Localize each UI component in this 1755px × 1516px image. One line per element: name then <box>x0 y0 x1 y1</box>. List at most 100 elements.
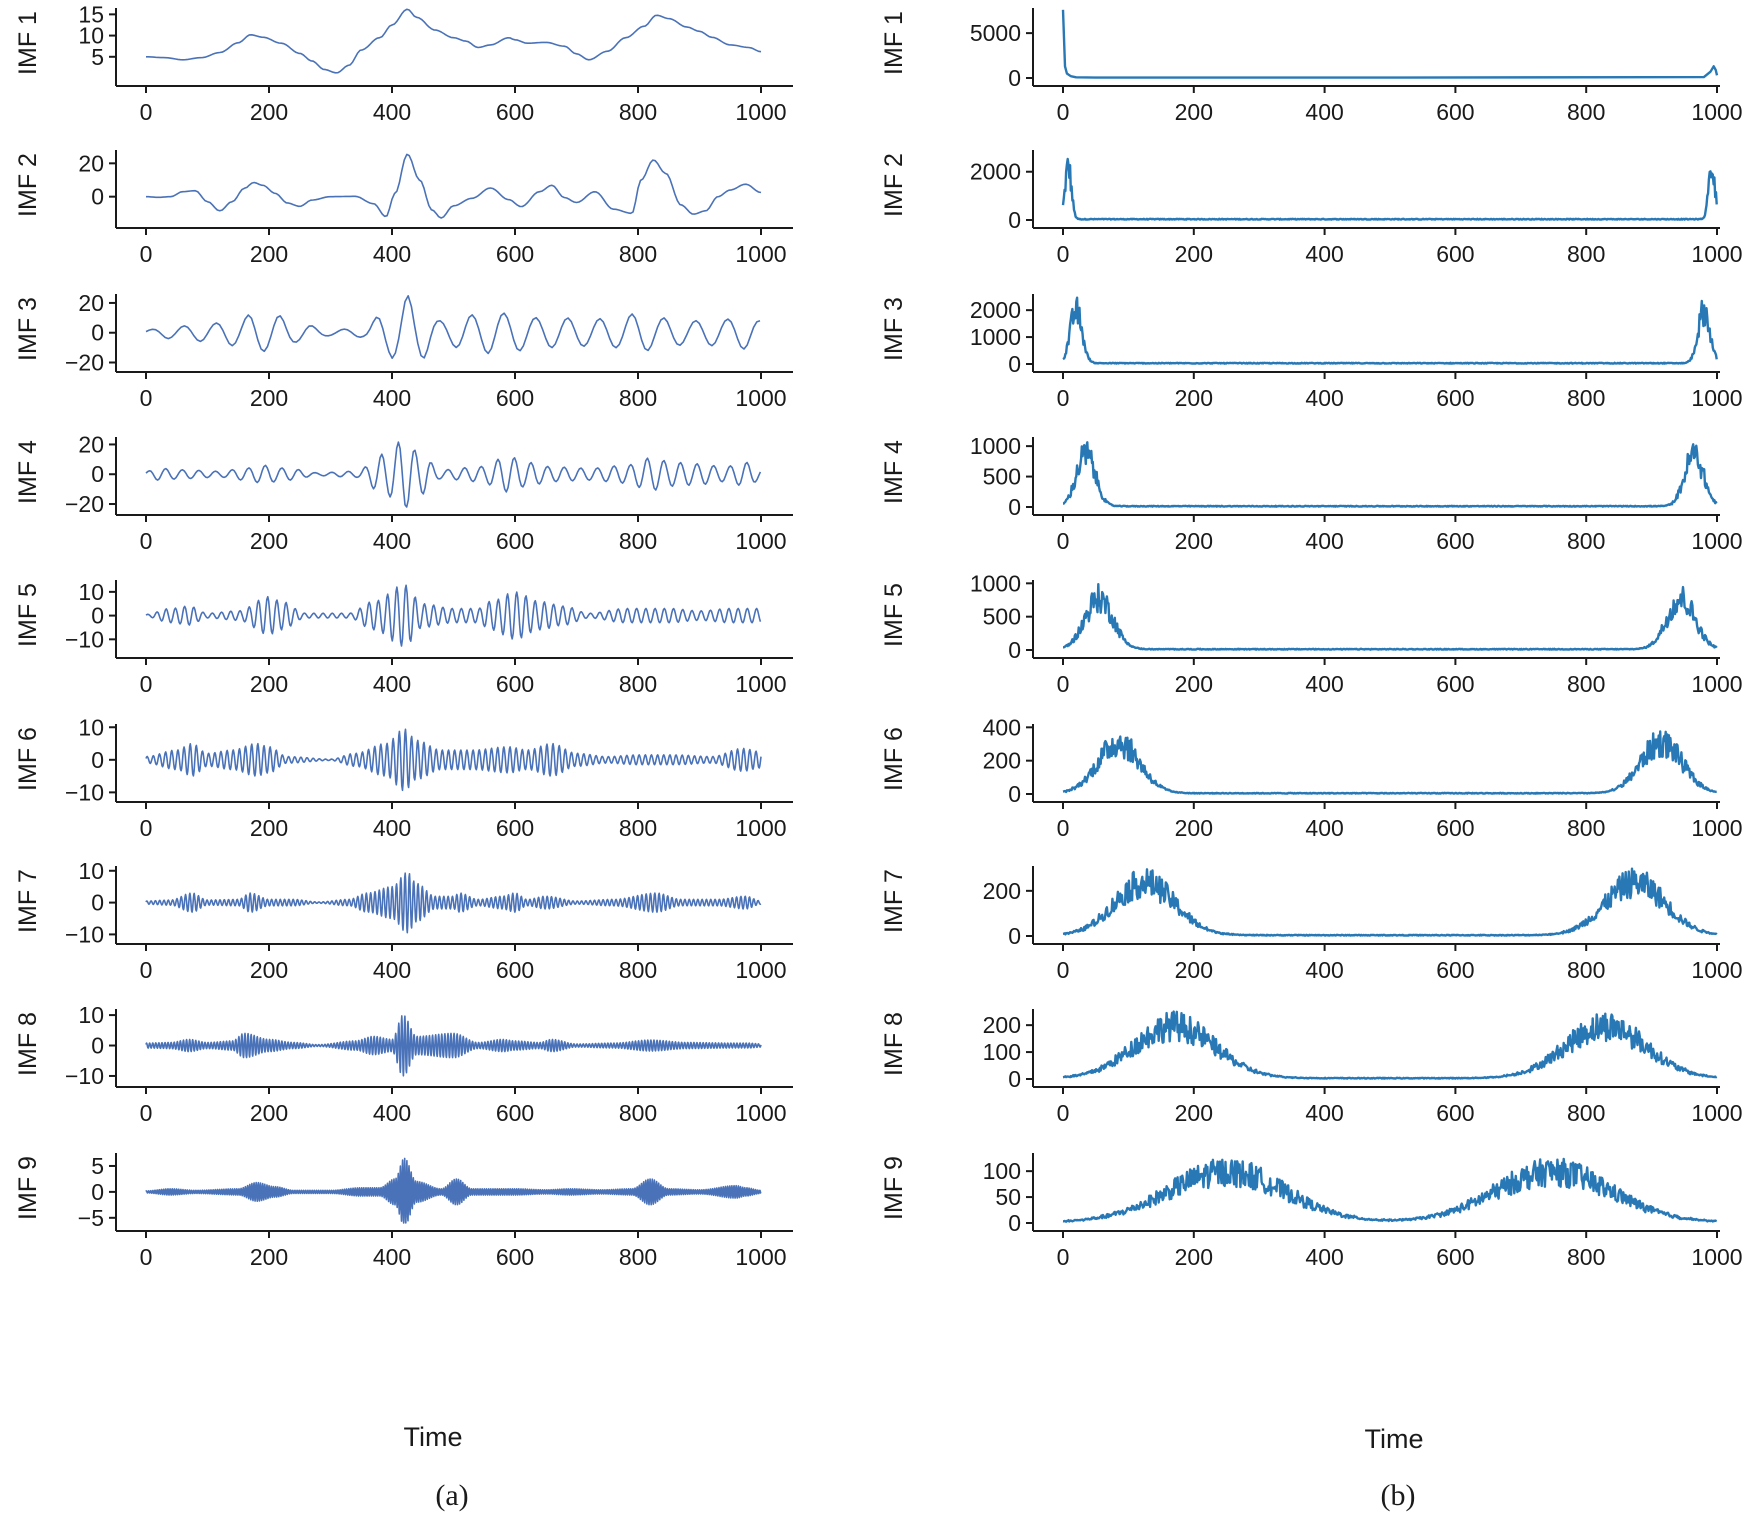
x-tick-label: 600 <box>1436 957 1474 983</box>
x-tick-label: 0 <box>1057 385 1070 411</box>
x-tick-label: 1000 <box>1691 957 1742 983</box>
x-tick-label: 400 <box>1305 528 1343 554</box>
x-tick-label: 200 <box>1175 671 1213 697</box>
y-axis-label: IMF 2 <box>880 153 908 217</box>
series-line-b-7 <box>1062 867 1718 937</box>
x-tick-label: 400 <box>1305 1244 1343 1270</box>
x-tick-label: 1000 <box>735 1244 786 1270</box>
x-tick-label: 1000 <box>735 671 786 697</box>
x-tick-label: 600 <box>496 99 534 125</box>
x-tick-label: 0 <box>1057 241 1070 267</box>
y-axis-label: IMF 5 <box>14 583 42 647</box>
y-tick-label: 0 <box>91 320 104 346</box>
y-tick-label: 200 <box>983 878 1021 904</box>
x-tick-label: 800 <box>619 671 657 697</box>
y-tick-label: 500 <box>983 464 1021 490</box>
x-tick-label: 0 <box>140 385 153 411</box>
y-axis-label: IMF 8 <box>880 1012 908 1076</box>
x-tick-label: 0 <box>140 815 153 841</box>
x-tick-label: 600 <box>496 528 534 554</box>
y-tick-label: −10 <box>65 626 104 652</box>
series-line-a-2 <box>146 153 762 219</box>
x-tick-label: 0 <box>140 1100 153 1126</box>
x-tick-label: 400 <box>373 385 411 411</box>
x-tick-label: 600 <box>1436 99 1474 125</box>
y-tick-label: 0 <box>91 1179 104 1205</box>
y-tick-label: 0 <box>1008 65 1021 91</box>
x-tick-label: 200 <box>1175 957 1213 983</box>
chart-b-imf-6: 0 200 400 600 800 1000 400 200 0 IMF 6 <box>880 714 1743 841</box>
chart-b-imf-2: 0 200 400 600 800 1000 2000 0 IMF 2 <box>880 150 1743 267</box>
y-tick-label: 400 <box>983 714 1021 740</box>
x-tick-label: 600 <box>1436 1244 1474 1270</box>
series-line-a-4 <box>145 441 762 508</box>
y-tick-label: 2000 <box>970 159 1021 185</box>
x-tick-label: 1000 <box>735 99 786 125</box>
y-tick-label: 200 <box>983 1012 1021 1038</box>
y-tick-label: 0 <box>1008 494 1021 520</box>
y-axis-label: IMF 3 <box>14 297 42 361</box>
series-line-a-5 <box>145 584 762 647</box>
x-tick-label: 0 <box>1057 1244 1070 1270</box>
y-tick-label: 0 <box>1008 637 1021 663</box>
x-tick-label: 400 <box>1305 957 1343 983</box>
y-tick-label: 500 <box>983 604 1021 630</box>
y-tick-label: 0 <box>91 603 104 629</box>
series-line-a-6 <box>145 728 762 792</box>
x-tick-label: 600 <box>1436 385 1474 411</box>
y-tick-label: 0 <box>1008 207 1021 233</box>
x-tick-label: 400 <box>1305 815 1343 841</box>
y-tick-label: 10 <box>78 23 104 49</box>
x-tick-label: 800 <box>619 528 657 554</box>
y-tick-label: −20 <box>65 491 104 517</box>
y-tick-label: 100 <box>983 1158 1021 1184</box>
x-tick-label: 0 <box>1057 528 1070 554</box>
y-tick-label: 0 <box>91 461 104 487</box>
x-tick-label: 800 <box>1567 99 1605 125</box>
series-line-a-3 <box>145 295 761 359</box>
y-axis-label: IMF 7 <box>880 869 908 933</box>
x-tick-label: 200 <box>250 671 288 697</box>
y-axis-label: IMF 8 <box>14 1012 42 1076</box>
y-tick-label: −10 <box>65 779 104 805</box>
y-tick-label: −10 <box>65 921 104 947</box>
x-tick-label: 800 <box>1567 671 1605 697</box>
x-tick-label: 0 <box>1057 99 1070 125</box>
y-tick-label: 0 <box>1008 1210 1021 1236</box>
x-tick-label: 0 <box>140 1244 153 1270</box>
x-tick-label: 800 <box>619 385 657 411</box>
series-line-b-9 <box>1062 1157 1718 1223</box>
x-tick-label: 200 <box>250 815 288 841</box>
x-tick-label: 200 <box>1175 385 1213 411</box>
y-tick-label: 10 <box>78 1002 104 1028</box>
y-tick-label: 0 <box>91 890 104 916</box>
series-line-a-1 <box>146 8 762 74</box>
x-tick-label: 800 <box>619 1244 657 1270</box>
x-tick-label: 600 <box>1436 815 1474 841</box>
y-tick-label: −5 <box>78 1205 104 1231</box>
y-tick-label: 1000 <box>970 324 1021 350</box>
x-tick-label: 0 <box>1057 957 1070 983</box>
series-line-a-8 <box>145 1015 762 1077</box>
panel-a-caption: (a) <box>435 1479 468 1512</box>
x-tick-label: 0 <box>1057 815 1070 841</box>
x-tick-label: 800 <box>1567 528 1605 554</box>
y-tick-label: 0 <box>1008 781 1021 807</box>
y-tick-label: 50 <box>995 1184 1021 1210</box>
x-tick-label: 200 <box>250 385 288 411</box>
series-line-b-6 <box>1062 730 1718 795</box>
series-line-b-3 <box>1062 296 1718 365</box>
series-line-b-5 <box>1062 583 1718 651</box>
x-tick-label: 1000 <box>1691 1100 1742 1126</box>
x-tick-label: 600 <box>496 957 534 983</box>
y-axis-label: IMF 1 <box>14 11 42 75</box>
x-tick-label: 800 <box>1567 1244 1605 1270</box>
y-axis-label: IMF 9 <box>14 1156 42 1220</box>
series-line-b-8 <box>1062 1010 1718 1080</box>
